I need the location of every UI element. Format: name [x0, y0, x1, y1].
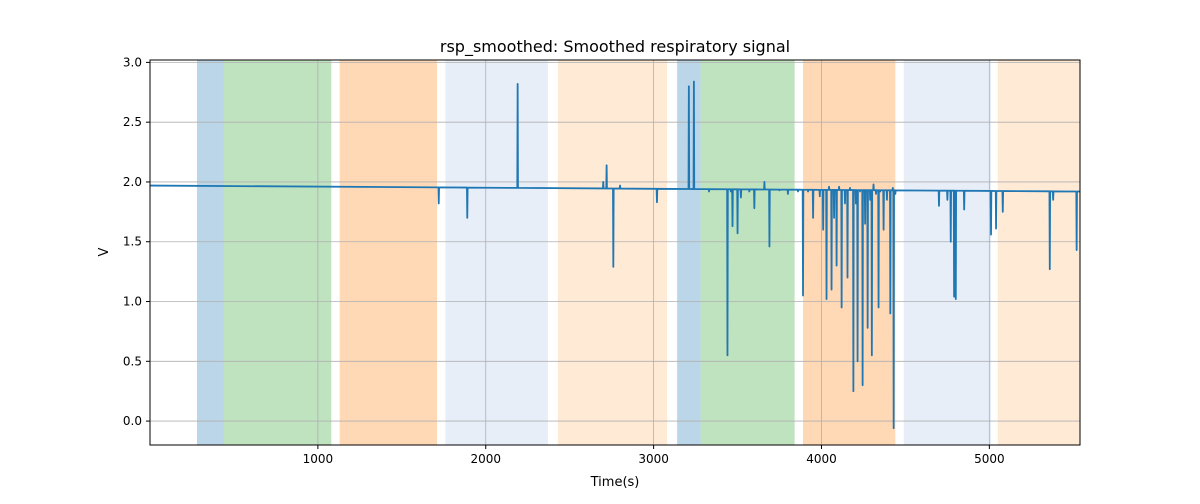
- x-axis-label: Time(s): [590, 475, 640, 490]
- y-tick-label: 2.0: [123, 175, 142, 189]
- axes-frame: [149, 59, 1081, 446]
- y-tick-label: 1.0: [123, 295, 142, 309]
- shaded-band-3: [339, 60, 438, 445]
- y-tick-label: 3.0: [123, 55, 142, 69]
- x-tick-label: 2000: [470, 452, 501, 466]
- shaded-band-8: [803, 60, 896, 445]
- y-axis-label: V: [97, 247, 112, 256]
- y-tick-label: 2.5: [123, 115, 142, 129]
- shaded-band-1: [197, 60, 224, 445]
- x-tick-label: 3000: [638, 452, 669, 466]
- y-tick-label: 0.0: [123, 414, 142, 428]
- shaded-band-10: [997, 60, 1080, 445]
- series-line-rsp-smoothed: [149, 80, 1081, 430]
- x-tick-label: 5000: [974, 452, 1005, 466]
- shaded-band-7: [700, 60, 795, 445]
- x-tick-label: 1000: [303, 452, 334, 466]
- shaded-band-9: [903, 60, 992, 445]
- y-tick-label: 1.5: [123, 235, 142, 249]
- chart-title: rsp_smoothed: Smoothed respiratory signa…: [440, 37, 790, 57]
- shaded-band-4: [445, 60, 548, 445]
- shaded-band-2: [223, 60, 332, 445]
- x-tick-label: 4000: [806, 452, 837, 466]
- y-tick-label: 0.5: [123, 354, 142, 368]
